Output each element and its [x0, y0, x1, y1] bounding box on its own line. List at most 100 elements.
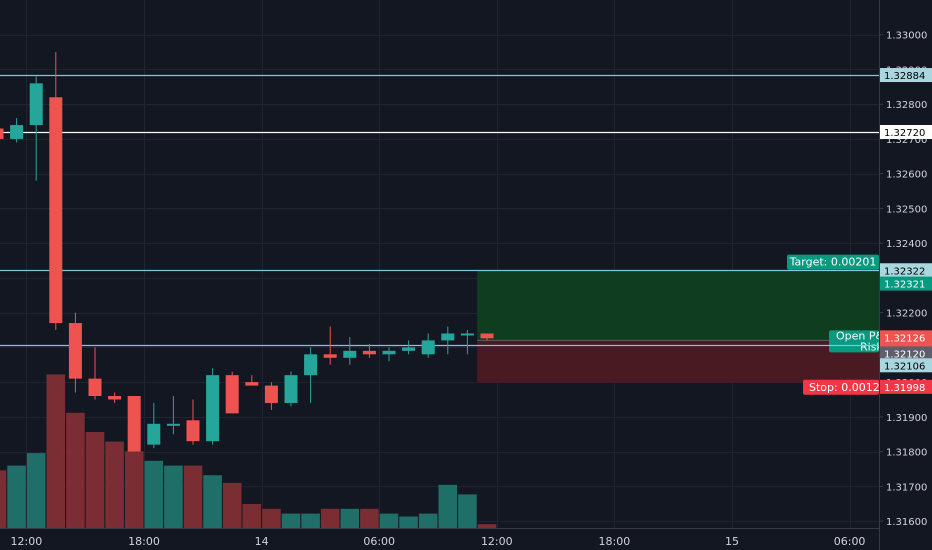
price-tick-label: 1.32600: [886, 170, 927, 181]
time-tick-label: 18:00: [128, 535, 160, 548]
candle-body: [382, 350, 396, 355]
candle-body: [88, 378, 102, 396]
candle-body: [225, 375, 239, 414]
price-tick-label: 1.31800: [886, 448, 927, 459]
price-tag-bg: [880, 330, 932, 345]
risk-label: Risk: [860, 340, 883, 353]
price-tag: 1.32322: [884, 266, 925, 277]
time-tick-label: 06:00: [834, 535, 866, 548]
price-tag: 1.31998: [884, 383, 925, 394]
volume-bar: [301, 513, 320, 528]
price-tick-label: 1.31700: [886, 482, 927, 493]
volume-bar: [144, 460, 164, 528]
price-tag-bg: [880, 379, 932, 394]
price-tag: 1.32126: [884, 333, 925, 344]
candle-body: [421, 340, 435, 355]
price-tick-label: 1.32500: [886, 204, 927, 215]
volume-bar: [360, 508, 379, 528]
price-tag-bg: [880, 263, 932, 278]
price-tick-label: 1.32800: [886, 100, 927, 111]
candle-body: [245, 382, 259, 386]
volume-bar: [477, 524, 497, 528]
volume-bar: [379, 513, 399, 528]
volume-bar: [26, 453, 46, 528]
candle-body: [186, 420, 200, 442]
time-tick-label: 18:00: [599, 535, 631, 548]
volume-bar: [105, 441, 124, 528]
volume-bar: [124, 451, 144, 528]
volume-bar: [418, 513, 438, 528]
price-tag-bg: [880, 276, 932, 291]
price-tag-bg: [880, 346, 932, 361]
price-tick-label: 1.31600: [886, 517, 927, 528]
price-tag-bg: [880, 358, 932, 373]
price-tick-label: 1.33000: [886, 31, 927, 42]
price-tag: 1.32321: [884, 280, 925, 291]
volume-bar: [320, 508, 340, 528]
time-tick-label: 14: [255, 535, 269, 548]
volume-bar: [222, 482, 242, 528]
stop-label-bg: [803, 379, 879, 395]
time-tick-label: 15: [725, 535, 739, 548]
candle-body: [10, 125, 24, 139]
candle-body: [108, 396, 122, 400]
time-axis[interactable]: 12:00 18:00 14 06:00 12:00 18:00 15 06:00: [0, 528, 879, 550]
price-tag-bg: [880, 125, 932, 139]
volume-bar: [340, 508, 360, 528]
candle-body: [402, 347, 416, 351]
candle-body: [68, 323, 82, 379]
volume-bar: [66, 412, 85, 528]
volume-bar: [203, 475, 222, 528]
price-tag-bg: [880, 68, 932, 83]
time-tick-label: 12:00: [11, 535, 43, 548]
volume-bar: [458, 494, 477, 528]
time-tick-label: 12:00: [481, 535, 513, 548]
volume-bar: [262, 508, 281, 528]
volume-bar: [0, 470, 7, 528]
price-tick-label: 1.32200: [886, 309, 927, 320]
price-tick-label: 1.31900: [886, 413, 927, 424]
candle-body: [127, 396, 141, 452]
candle-body: [264, 385, 278, 403]
candle-body: [304, 354, 318, 376]
volume-bar: [85, 432, 105, 528]
volume-bar: [399, 516, 418, 528]
time-tick-label: 06:00: [363, 535, 395, 548]
volume-bar: [281, 513, 301, 528]
candles: [0, 52, 494, 452]
candle-body: [362, 350, 376, 355]
candle-body: [0, 128, 4, 139]
candle-body: [441, 333, 455, 341]
volume-bar: [183, 465, 203, 528]
candle-body: [343, 350, 357, 358]
candle-body: [206, 375, 220, 442]
price-tick-label: 1.32400: [886, 239, 927, 250]
price-tag: 1.32720: [884, 128, 925, 139]
price-tick-label: 1.32700: [886, 135, 927, 146]
candle-body: [460, 333, 474, 336]
target-label: Target: 0.00201: [789, 256, 877, 269]
volume-bar: [438, 484, 458, 528]
price-tag: 1.32120: [884, 349, 925, 360]
long-position-tool[interactable]: Target: 0.00201 Open P&Risk Stop: 0.0012: [477, 254, 885, 395]
horizontal-lines[interactable]: [0, 74, 879, 347]
volume-bar: [7, 465, 26, 528]
volume-bars: [0, 374, 497, 528]
time-axis-background: [0, 528, 879, 550]
price-tag: 1.32884: [884, 71, 925, 82]
price-tag: 1.32106: [884, 361, 925, 372]
candle-body: [29, 83, 43, 126]
loss-zone: [477, 340, 879, 383]
open-pl-label-bg: [829, 330, 879, 353]
candle-body: [166, 423, 180, 426]
price-tags: 1.328841.327201.323221.323211.3212651:27…: [880, 68, 932, 394]
stop-label: Stop: 0.0012: [809, 381, 880, 394]
volume-bar: [46, 374, 66, 528]
candle-body: [284, 375, 298, 403]
profit-zone: [477, 270, 879, 341]
target-label-bg: [787, 254, 879, 270]
candle-body: [323, 354, 337, 358]
volume-bar: [242, 504, 262, 528]
volume-bar: [164, 465, 183, 528]
